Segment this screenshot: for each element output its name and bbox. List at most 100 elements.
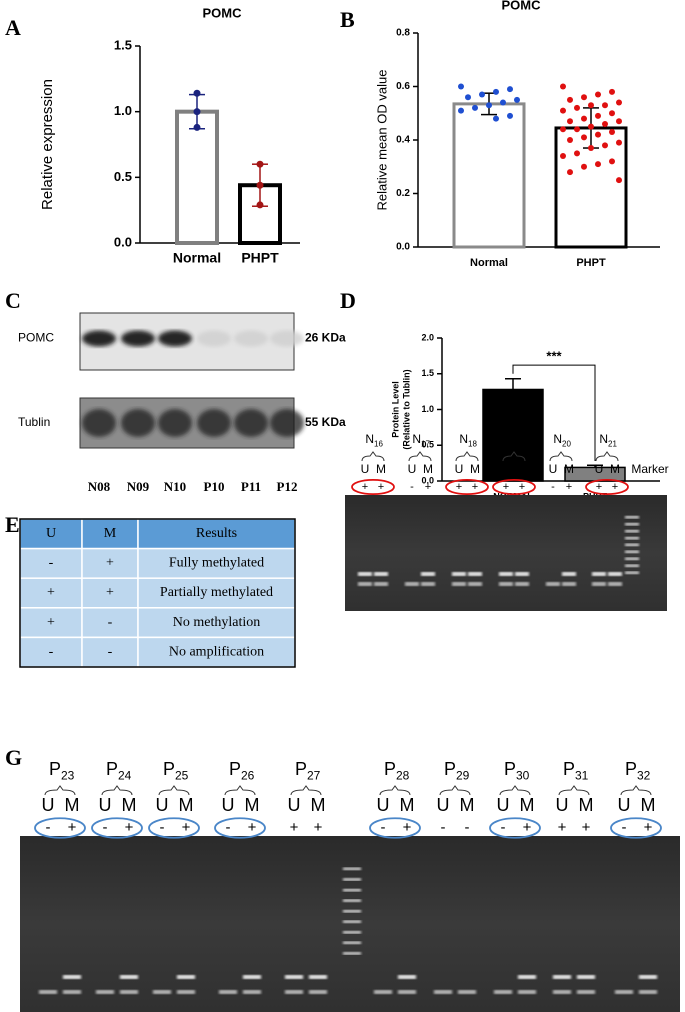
x-tick-label: Normal bbox=[470, 257, 508, 269]
data-point bbox=[458, 107, 464, 114]
data-point bbox=[458, 83, 464, 90]
table-cell-text: + bbox=[106, 556, 114, 571]
highlight-circle bbox=[351, 478, 395, 496]
y-tick-label: 1.5 bbox=[421, 368, 434, 378]
table-cell bbox=[137, 636, 296, 668]
gel-band-upper bbox=[608, 572, 622, 576]
lane-label: P10 bbox=[204, 479, 225, 494]
data-point bbox=[609, 110, 615, 117]
lane-label: M bbox=[245, 795, 260, 815]
brace bbox=[620, 785, 652, 796]
gel-band-upper bbox=[499, 572, 513, 576]
gel-band-upper bbox=[374, 572, 388, 576]
lane-label: M bbox=[376, 462, 386, 476]
gel-band-lower bbox=[96, 990, 114, 994]
data-point bbox=[616, 118, 622, 125]
sample-subscript: 30 bbox=[516, 768, 530, 782]
sample-subscript: 18 bbox=[468, 439, 477, 448]
data-point bbox=[581, 163, 587, 170]
marker-band bbox=[625, 515, 639, 519]
methylation-sign: - bbox=[622, 819, 627, 836]
data-point bbox=[500, 99, 506, 106]
data-point bbox=[609, 158, 615, 165]
brace bbox=[455, 451, 479, 462]
panel-letter: C bbox=[5, 288, 21, 313]
highlight-circle bbox=[585, 478, 629, 496]
methylation-sign: - bbox=[410, 481, 414, 493]
lane-label: U bbox=[618, 795, 631, 815]
data-point bbox=[581, 94, 587, 101]
gel-band-lower bbox=[562, 582, 576, 586]
marker-band bbox=[625, 571, 639, 575]
sample-name: P bbox=[49, 759, 61, 779]
gel-band-lower bbox=[553, 990, 571, 994]
data-point bbox=[581, 115, 587, 122]
sample-name: N bbox=[599, 432, 608, 446]
lane-label: N08 bbox=[88, 479, 111, 494]
methylation-sign: - bbox=[381, 819, 386, 836]
y-axis-label: Relative mean OD value bbox=[374, 70, 389, 211]
data-point bbox=[560, 153, 566, 160]
highlight-circle bbox=[214, 817, 266, 839]
y-tick-label: 0.8 bbox=[396, 28, 410, 39]
lane-label: U bbox=[455, 462, 464, 476]
lane-label: U bbox=[42, 795, 55, 815]
gel-band-upper bbox=[421, 572, 435, 576]
highlight-circle bbox=[91, 817, 143, 839]
marker-label: Marker bbox=[631, 462, 668, 476]
gel-band-upper bbox=[452, 572, 466, 576]
methylation-sign: + bbox=[456, 481, 462, 493]
y-tick-label: 0.5 bbox=[421, 440, 434, 450]
data-point bbox=[567, 96, 573, 103]
sample-subscript: 27 bbox=[307, 768, 321, 782]
gel-band-lower bbox=[63, 990, 81, 994]
marker-band bbox=[625, 543, 639, 547]
data-point bbox=[256, 181, 264, 189]
blot-band bbox=[158, 409, 192, 437]
methylation-sign: + bbox=[596, 481, 602, 493]
gel-band-upper bbox=[518, 975, 536, 979]
data-point bbox=[588, 123, 594, 130]
blot-band bbox=[82, 409, 116, 437]
blot-band bbox=[197, 330, 231, 347]
gel-band-lower bbox=[405, 582, 419, 586]
sample-subscript: 21 bbox=[608, 439, 617, 448]
gel bbox=[20, 836, 680, 1012]
marker-band bbox=[343, 867, 361, 871]
data-point bbox=[507, 86, 513, 93]
brace bbox=[158, 785, 190, 796]
lane-label: P12 bbox=[277, 479, 298, 494]
marker-band bbox=[343, 952, 361, 955]
x-tick-label: PHPT bbox=[576, 257, 606, 269]
data-point bbox=[588, 102, 594, 109]
marker-band bbox=[343, 878, 361, 881]
table-cell-text: - bbox=[108, 615, 113, 630]
panel-letter: A bbox=[5, 15, 21, 40]
highlight-circle bbox=[492, 478, 536, 496]
lane-label: M bbox=[641, 795, 656, 815]
sample-name: N bbox=[412, 432, 421, 446]
data-point bbox=[595, 131, 601, 138]
gel-band-upper bbox=[592, 572, 606, 576]
data-point bbox=[602, 142, 608, 149]
sample-name: P bbox=[384, 759, 396, 779]
bar bbox=[452, 102, 526, 249]
table-cell bbox=[137, 518, 296, 550]
highlight-circle bbox=[148, 817, 200, 839]
data-point bbox=[574, 150, 580, 157]
methylation-sign: + bbox=[403, 819, 412, 836]
data-point bbox=[567, 169, 573, 176]
data-point bbox=[256, 160, 264, 168]
lane-label: M bbox=[610, 462, 620, 476]
x-tick-label: Normal bbox=[173, 250, 221, 266]
sample-subscript: 31 bbox=[575, 768, 589, 782]
table-cell bbox=[19, 518, 83, 550]
lane-label: M bbox=[122, 795, 137, 815]
brace bbox=[101, 785, 133, 796]
data-point bbox=[574, 104, 580, 111]
gel-band-upper bbox=[553, 975, 571, 979]
methylation-sign: + bbox=[644, 819, 653, 836]
lane-label: U bbox=[497, 795, 510, 815]
significance-label: *** bbox=[546, 349, 562, 364]
lane-label: M bbox=[564, 462, 574, 476]
